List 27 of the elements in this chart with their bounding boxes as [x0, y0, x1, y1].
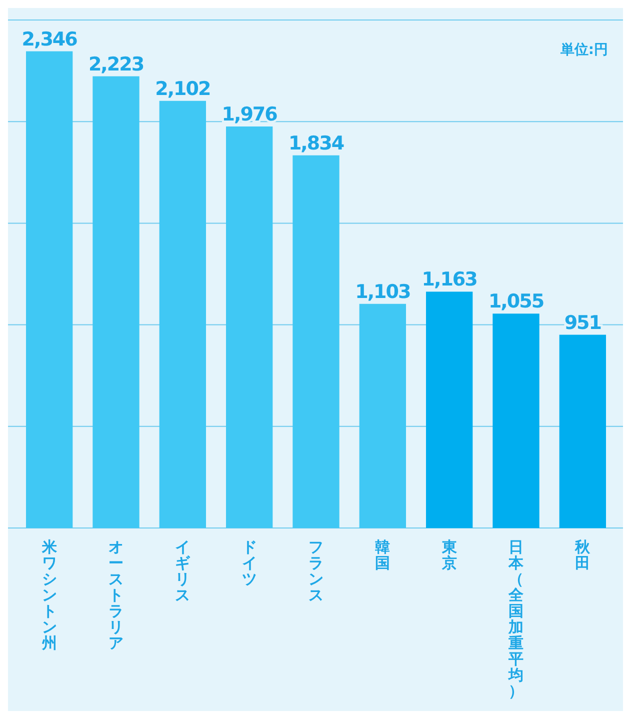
- data-label: 2,223: [88, 53, 144, 76]
- data-label: 2,102: [155, 78, 210, 100]
- category-label: 日本（全国加重平均）: [508, 538, 524, 700]
- x-tick-label: オーストラリア: [108, 538, 124, 652]
- bar: [292, 155, 340, 528]
- data-label: 2,346: [22, 28, 78, 50]
- data-label: 1,055: [488, 290, 544, 313]
- data-label: 1,834: [288, 132, 344, 154]
- data-label: 1,976: [222, 103, 278, 126]
- bar: [26, 51, 73, 528]
- x-tick-label: 東京: [440, 538, 458, 572]
- x-tick-label: イギリス: [175, 538, 192, 604]
- data-label: 1,103: [355, 280, 410, 303]
- bar: [359, 304, 406, 528]
- data-label: 1,163: [422, 268, 477, 291]
- bar: [159, 100, 206, 528]
- annotation: 単位:円: [559, 42, 608, 58]
- x-tick-label: ドイツ: [242, 538, 257, 588]
- bar: [426, 292, 473, 528]
- bar: [92, 76, 140, 528]
- bar: [559, 334, 606, 528]
- x-tick-label: 秋田: [574, 538, 592, 572]
- x-tick-label: 韓国: [375, 538, 390, 572]
- bar: [492, 314, 540, 528]
- bar: [226, 126, 273, 528]
- x-tick-label: フランス: [308, 538, 324, 604]
- x-tick-label: 米ワシントン州: [40, 538, 58, 652]
